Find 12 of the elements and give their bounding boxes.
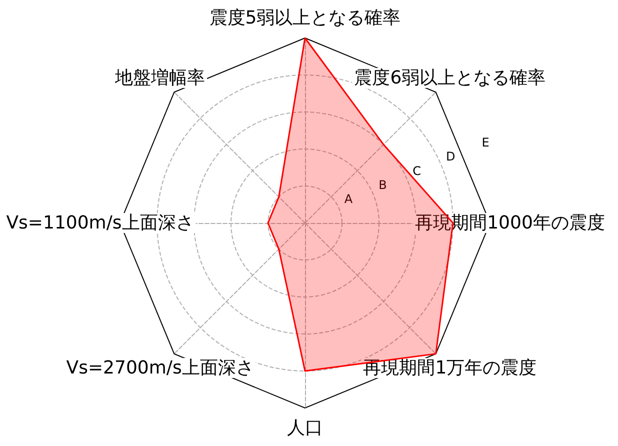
spoke-label: Vs=2700m/s上面深さ xyxy=(66,357,254,378)
spoke-label: 人口 xyxy=(287,418,323,438)
y-tick-label: B xyxy=(378,178,387,192)
y-tick-label: E xyxy=(482,136,490,150)
spoke-label: 再現期間1000年の震度 xyxy=(415,212,605,234)
y-tick-label: D xyxy=(446,150,456,164)
y-tick-label: C xyxy=(412,164,422,178)
spoke-label: 地盤増幅率 xyxy=(114,68,206,89)
spoke-label: Vs=1100m/s上面深さ xyxy=(6,212,194,234)
spoke-label: 震度5弱以上となる確率 xyxy=(209,8,401,28)
y-tick-label: A xyxy=(344,192,354,206)
spoke-label: 震度6弱以上となる確率 xyxy=(354,68,546,89)
